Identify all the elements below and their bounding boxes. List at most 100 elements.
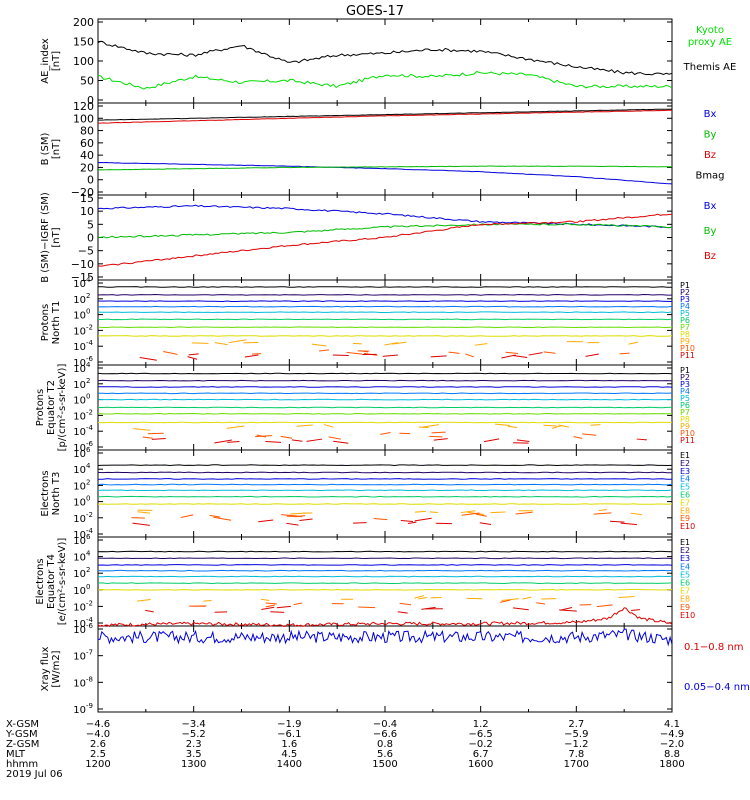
y-axis-label-line: B (SM)−IGRF (SM) [40, 192, 51, 283]
y-axis-label-line: [nT] [51, 227, 62, 247]
channel-fragment-e10 [609, 520, 625, 523]
channel-fragment-e8 [418, 597, 427, 600]
channel-fragment-e10 [286, 522, 299, 526]
channel-fragment-p9 [590, 424, 601, 426]
channel-line-e3 [97, 564, 673, 566]
legend-entry: E1 [680, 538, 690, 547]
x-axis-value: −6.6 [373, 729, 397, 740]
x-axis-value: −0.2 [469, 739, 493, 750]
channel-fragment-p9 [423, 424, 439, 428]
y-axis-label: Xray flux[W/m2] [40, 647, 62, 692]
channel-line-e2 [97, 471, 672, 474]
y-tick-exponent: -4 [86, 424, 94, 432]
y-tick-label: 10 [73, 586, 86, 597]
legend-entry: Themis AE [683, 62, 737, 73]
legend-entry: P7 [680, 323, 690, 332]
channel-fragment-p11 [244, 354, 259, 358]
y-axis-label-line: North T3 [51, 472, 62, 516]
y-tick-exponent: 2 [86, 377, 90, 385]
y-tick-label: 10 [73, 449, 86, 460]
y-tick-label: 60 [80, 137, 94, 150]
legend-entry: P6 [680, 316, 690, 325]
y-tick-label: 10 [73, 514, 86, 525]
y-axis-label: AE_index[nT] [40, 38, 62, 84]
y-tick-label: 10 [73, 443, 86, 454]
channel-line-e7 [97, 588, 673, 591]
channel-fragment-p11 [528, 352, 543, 356]
channel-fragment-e8 [414, 510, 426, 513]
y-axis-label: ProtonsEquator T2[p/(cm²-s-sr-keV)] [35, 364, 68, 452]
x-axis-value: 5.6 [377, 749, 393, 760]
y-axis-label: ElectronsEquator T4[e/(cm²-s-sr-keV)] [35, 538, 68, 626]
legend-entry: P5 [680, 309, 690, 318]
y-tick-exponent: -2 [86, 408, 93, 416]
channel-fragment-e8 [203, 599, 212, 602]
channel-fragment-e9 [500, 599, 511, 603]
channel-line-e6 [97, 582, 673, 585]
channel-fragment-e8 [137, 511, 151, 514]
y-tick-exponent: 4 [86, 276, 91, 284]
y-tick-label: 10 [73, 619, 86, 630]
x-axis-value: 2.6 [90, 739, 106, 750]
channel-line-p7 [97, 412, 673, 415]
channel-line-e4 [97, 483, 673, 486]
series-line-by [97, 165, 673, 171]
channel-line-p8 [97, 421, 672, 424]
y-tick-label: 0 [87, 94, 94, 107]
legend-entry: P9 [680, 337, 690, 346]
y-tick-exponent: -4 [86, 616, 94, 624]
channel-fragment-e10 [299, 518, 313, 521]
channel-fragment-e9 [373, 518, 388, 521]
x-axis-value: 1800 [659, 759, 684, 770]
channel-fragment-p10 [319, 349, 330, 352]
y-tick-label: 10 [80, 205, 94, 218]
y-tick-exponent: 0 [86, 495, 90, 503]
x-axis-value: 3.5 [186, 749, 202, 760]
channel-fragment-p11 [306, 438, 323, 442]
x-axis-value: −5.2 [182, 729, 206, 740]
channel-fragment-p11 [151, 438, 166, 440]
channel-fragment-p10 [582, 433, 597, 436]
legend-entry: P2 [680, 373, 690, 382]
channel-fragment-p9 [392, 341, 407, 345]
channel-fragment-p11 [433, 438, 448, 441]
channel-fragment-e10 [397, 611, 408, 614]
channel-fragment-p11 [382, 354, 398, 357]
channel-line-p7 [97, 326, 673, 329]
y-tick-label: −15 [71, 271, 94, 284]
channel-line-p2 [97, 379, 673, 382]
y-axis-label-line: Electrons [40, 470, 51, 516]
y-axis-label-line: [e/(cm²-s-sr-keV)] [57, 538, 68, 626]
channel-fragment-p10 [448, 351, 460, 354]
channel-line-p6 [98, 318, 673, 321]
y-tick-label: 10 [73, 481, 86, 492]
channel-fragment-p9 [132, 428, 151, 431]
y-axis-label-line: Electrons [35, 558, 46, 604]
channel-fragment-p10 [163, 351, 178, 355]
legend-entry: Bx [704, 109, 717, 120]
legend-entry: E6 [680, 579, 690, 588]
channel-fragment-e9 [399, 602, 412, 606]
x-axis-value: 1.6 [281, 739, 297, 750]
x-axis-value: −0.4 [373, 719, 397, 730]
legend-entry: P2 [680, 288, 690, 297]
panel-frame [97, 449, 673, 538]
y-tick-label: 50 [80, 75, 94, 88]
y-tick-exponent: -6 [86, 355, 94, 363]
legend-entry: P5 [680, 394, 690, 403]
channel-line-p5 [97, 311, 673, 314]
series-line-bmag [97, 108, 673, 121]
legend-entry: P3 [680, 295, 690, 304]
y-tick-label: 10 [73, 678, 86, 689]
channel-fragment-e9 [475, 513, 487, 517]
channel-fragment-e9 [461, 512, 480, 516]
y-tick-exponent: 2 [86, 478, 90, 486]
channel-line-e5 [97, 575, 673, 578]
legend-entry: E9 [680, 603, 690, 612]
channel-line-e4 [97, 569, 673, 572]
y-tick-exponent: -4 [86, 527, 94, 535]
channel-line-p4 [97, 392, 673, 395]
y-tick-label: 10 [73, 427, 86, 438]
legend-entry: E8 [680, 595, 690, 604]
